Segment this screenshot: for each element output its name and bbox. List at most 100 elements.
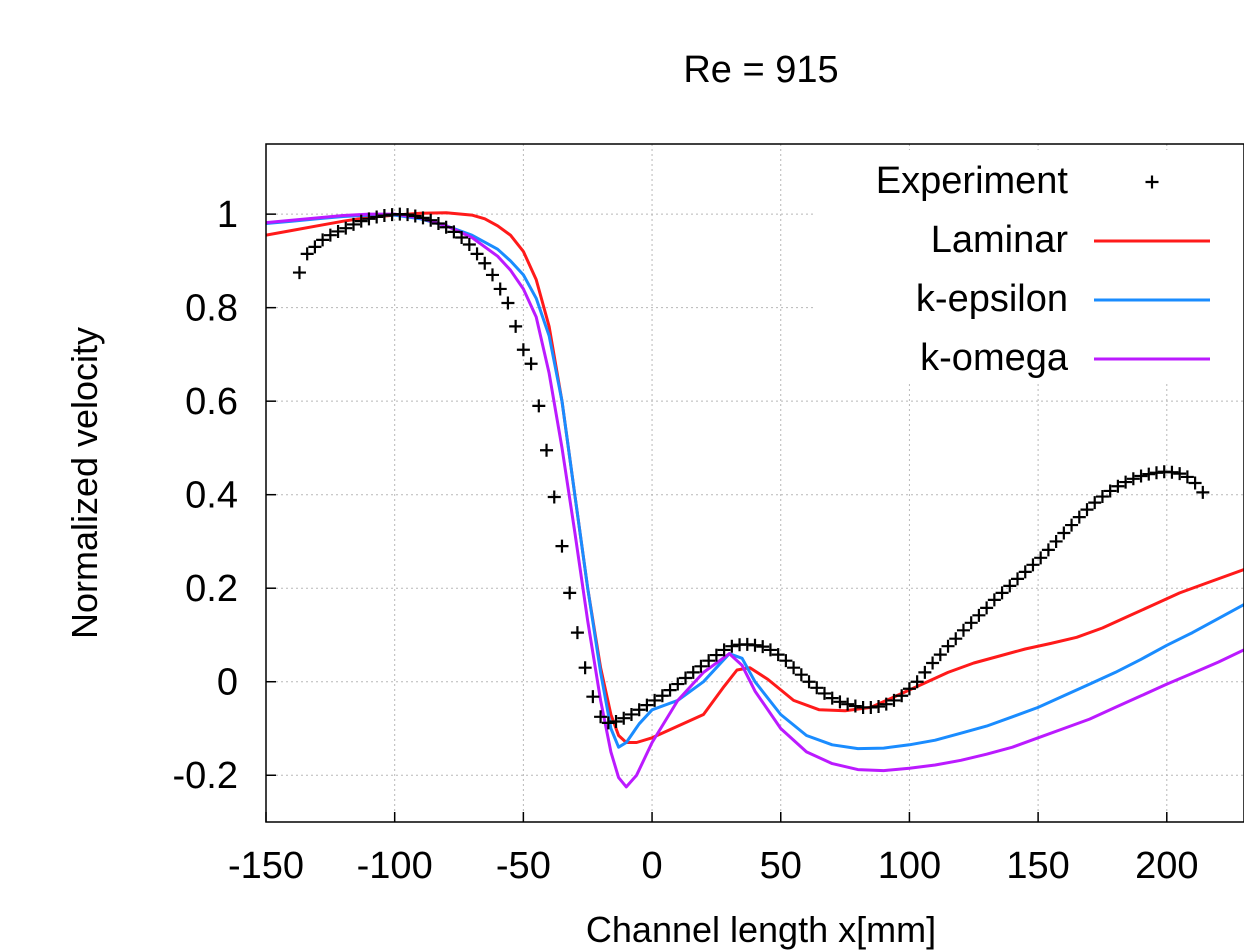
experiment-point [609, 714, 623, 728]
experiment-point [570, 626, 584, 640]
experiment-point [362, 212, 376, 226]
experiment-point [601, 716, 615, 730]
experiment-point [586, 690, 600, 704]
experiment-point [810, 681, 824, 695]
experiment-point [1095, 490, 1109, 504]
experiment-point [949, 632, 963, 646]
experiment-point [331, 224, 345, 238]
x-tick-label: 50 [760, 845, 802, 887]
experiment-point [640, 698, 654, 712]
experiment-point [509, 319, 523, 333]
experiment-point [1111, 479, 1125, 493]
experiment-point [918, 665, 932, 679]
plot-area [266, 207, 1244, 789]
experiment-point [663, 683, 677, 697]
series-k-omega [266, 212, 1244, 789]
experiment-point [439, 220, 453, 234]
legend-label-k-omega: k-omega [920, 337, 1069, 379]
x-tick-label: 0 [641, 845, 662, 887]
y-tick-label: 0 [217, 662, 238, 704]
experiment-point [972, 608, 986, 622]
experiment-point [316, 233, 330, 247]
x-tick-label: 100 [878, 845, 941, 887]
legend-marker-experiment [1145, 175, 1159, 189]
experiment-point [1142, 467, 1156, 481]
experiment-point [1018, 565, 1032, 579]
experiment-point [709, 648, 723, 662]
experiment-point [895, 689, 909, 703]
legend-background [815, 150, 1243, 382]
experiment-point [455, 231, 469, 245]
experiment-point [624, 707, 638, 721]
experiment-point [686, 665, 700, 679]
experiment-point [1134, 469, 1148, 483]
experiment-point [408, 209, 422, 223]
experiment-point [872, 700, 886, 714]
experiment-point [524, 357, 538, 371]
experiment-point [1034, 551, 1048, 565]
experiment-point [987, 593, 1001, 607]
experiment-point [941, 639, 955, 653]
experiment-point [748, 638, 762, 652]
experiment-point [1057, 526, 1071, 540]
experiment-point [779, 654, 793, 668]
experiment-point [617, 711, 631, 725]
experiment-point [1196, 485, 1210, 499]
experiment-point [540, 443, 554, 457]
experiment-point [1011, 572, 1025, 586]
experiment-point [756, 640, 770, 654]
experiment-point [679, 671, 693, 685]
experiment-point [501, 296, 515, 310]
experiment-point [1126, 472, 1140, 486]
y-tick-label: -0.2 [173, 755, 238, 797]
series-laminar [266, 211, 1244, 744]
experiment-point [848, 699, 862, 713]
x-tick-label: -100 [357, 845, 433, 887]
experiment-point [794, 668, 808, 682]
experiment-point [300, 247, 314, 261]
series-experiment [292, 207, 1210, 730]
experiment-point [578, 661, 592, 675]
experiment-point [462, 238, 476, 252]
experiment-point [933, 648, 947, 662]
x-axis-ticks: -150 -100 -50 0 50 100 150 200 [228, 812, 1198, 887]
experiment-point [702, 654, 716, 668]
experiment-point [532, 399, 546, 413]
experiment-point [1173, 467, 1187, 481]
x-tick-label: 200 [1135, 845, 1198, 887]
experiment-point [431, 216, 445, 230]
experiment-point [485, 268, 499, 282]
experiment-point [347, 217, 361, 231]
experiment-point [516, 343, 530, 357]
experiment-point [1049, 534, 1063, 548]
experiment-point [1026, 558, 1040, 572]
experiment-point [833, 695, 847, 709]
experiment-point [763, 643, 777, 657]
experiment-point [694, 659, 708, 673]
series-line-laminar [266, 211, 1244, 744]
experiment-point [1088, 496, 1102, 510]
experiment-point [887, 693, 901, 707]
experiment-point [910, 675, 924, 689]
x-tick-label: -50 [496, 845, 551, 887]
experiment-point [671, 677, 685, 691]
experiment-point [926, 656, 940, 670]
experiment-point [493, 282, 507, 296]
legend-label-k-epsilon: k-epsilon [916, 278, 1068, 320]
series-line-k-omega [266, 212, 1244, 789]
experiment-point [1065, 518, 1079, 532]
experiment-point [354, 214, 368, 228]
experiment-point [470, 247, 484, 261]
experiment-point [902, 682, 916, 696]
legend-label-laminar: Laminar [931, 219, 1069, 261]
y-tick-label: 0.4 [185, 475, 238, 517]
experiment-point [825, 691, 839, 705]
experiment-point [802, 675, 816, 689]
experiment-point [632, 703, 646, 717]
experiment-point [1072, 510, 1086, 524]
experiment-point [787, 661, 801, 675]
experiment-point [447, 225, 461, 239]
experiment-point [478, 256, 492, 270]
y-tick-label: 0.8 [185, 288, 238, 330]
